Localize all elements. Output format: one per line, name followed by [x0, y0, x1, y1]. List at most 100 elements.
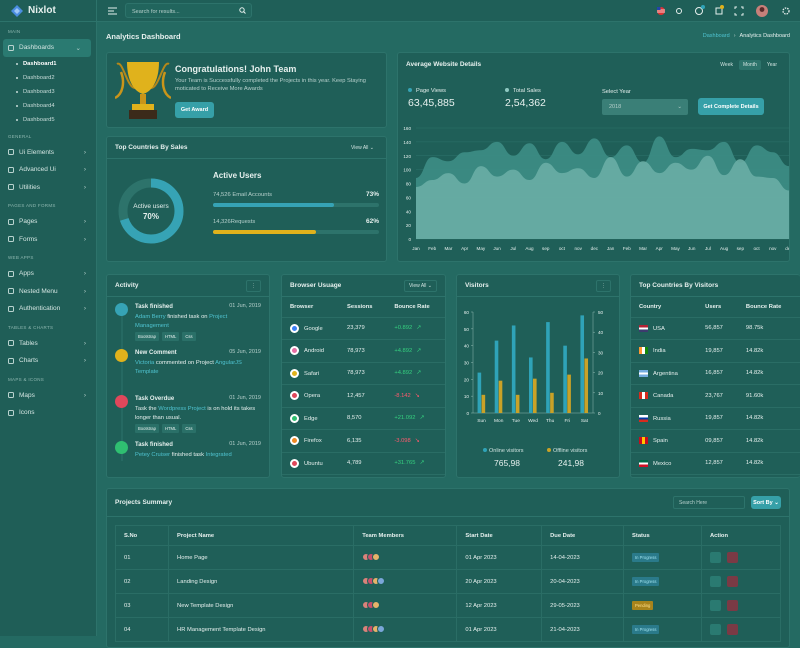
nav-item[interactable]: Advanced Ui › [0, 161, 96, 179]
activity-link[interactable]: AngularJS Template [135, 360, 242, 375]
activity-link[interactable]: Adam Berry [135, 314, 166, 320]
nav-subitem[interactable]: Dashboard5 [0, 113, 96, 127]
delete-button[interactable] [726, 576, 738, 587]
progress-item: 74,526 Email Accounts 73% [213, 191, 379, 218]
delete-button[interactable] [726, 552, 738, 563]
nav-item[interactable]: Dashboards ⌄ [3, 39, 91, 57]
nav-subitem[interactable]: Dashboard3 [0, 85, 96, 99]
nav-item[interactable]: Ui Elements › [0, 144, 96, 162]
nav-item[interactable]: Pages › [0, 213, 96, 231]
activity-link[interactable]: Petey Cruiser [135, 452, 171, 458]
more[interactable]: ⋮ [596, 279, 611, 292]
x-tick-label: Sat [581, 418, 589, 424]
area-series [416, 155, 789, 239]
project-search[interactable]: Search Here [673, 496, 745, 509]
start-date: 20 Apr 2023 [456, 569, 543, 594]
award-button[interactable]: Get Award [175, 102, 214, 118]
nav-item[interactable]: Tables › [0, 335, 96, 353]
breadcrumb-link[interactable]: Dashboard [702, 33, 730, 39]
nav-item[interactable]: Nested Menu › [0, 283, 96, 301]
tag: Bootstrap [135, 424, 159, 434]
nav-label: Icons [19, 409, 35, 417]
filter[interactable]: View All ⌄ [403, 279, 437, 292]
flag [639, 369, 648, 377]
year-select[interactable]: 2018 ⌄ [602, 99, 688, 115]
edit-button[interactable] [709, 552, 721, 563]
flag [639, 414, 648, 422]
project-row: 01 Home Page 01 Apr 2023 14-04-2023 In Progr… [115, 545, 782, 570]
x-tick-label: Aug [525, 246, 534, 251]
x-tick-label: dec [785, 246, 790, 251]
country-name: Russia [653, 415, 671, 422]
x-tick-label: Jul [705, 246, 711, 251]
nav-item[interactable]: Charts › [0, 352, 96, 370]
y-tick-label: 20 [406, 223, 412, 228]
progress-label: 14,326Requests [213, 219, 256, 225]
activity-link[interactable]: Integrated [205, 452, 232, 458]
nav-item[interactable]: Utilities › [0, 179, 96, 197]
edit-button[interactable] [709, 576, 721, 587]
tab[interactable]: Year [766, 61, 777, 68]
bounce-cell: -8.142 ↘ [386, 384, 445, 408]
actions [701, 593, 782, 618]
edit-button[interactable] [709, 624, 721, 635]
bounce-rate: -3.098 [394, 437, 411, 444]
country-cell: Mexico [631, 452, 698, 475]
stat-value: 2,54,362 [505, 97, 546, 109]
nav-item[interactable]: Authentication › [0, 300, 96, 318]
card-title: Visitors [465, 282, 489, 289]
tab[interactable]: Month [738, 59, 761, 70]
activity-link[interactable]: Victoria [135, 360, 155, 366]
country-row: Canada 23,767 91.60k [631, 384, 800, 408]
bounce-cell: +31.765 ↗ [386, 452, 445, 475]
brand-name: Nixlot [28, 5, 56, 16]
nav-icon [8, 288, 14, 295]
y-tick-label: 20 [464, 377, 470, 382]
activity-card: Activity ⋮ Task finished 01 Jun, 2019 Adam … [106, 274, 270, 478]
progress-track [213, 203, 379, 207]
nav-subitem[interactable]: Dashboard1 [0, 57, 96, 71]
tag: Css [182, 424, 196, 434]
status: In Progress [623, 617, 702, 642]
more[interactable]: ⋮ [246, 279, 261, 292]
nav-subitem[interactable]: Dashboard2 [0, 71, 96, 85]
card-title: Top Countries By Visitors [639, 282, 719, 289]
progress-list: 74,526 Email Accounts 73% 14,326Requests 62… [213, 191, 379, 245]
column-header: Country [631, 297, 698, 318]
column-header: Users [697, 297, 738, 318]
legend-dot [483, 448, 487, 452]
edit-button[interactable] [709, 600, 721, 611]
country-row: Spain 09,857 14.82k [631, 429, 800, 453]
tab[interactable]: Week [720, 61, 733, 68]
filter[interactable]: View All ⌄ [350, 144, 374, 151]
donut-arc [118, 178, 184, 244]
menu-toggle[interactable] [108, 7, 117, 15]
browser-icon [290, 323, 299, 333]
card-header: Activity ⋮ [107, 275, 269, 297]
avatar [372, 600, 381, 609]
browser-cell: Edge [282, 407, 340, 430]
activity-link[interactable]: Project Management [135, 314, 228, 329]
x-tick-label: Wed [528, 418, 538, 424]
nav-item[interactable]: Forms › [0, 231, 96, 249]
activity-icon [115, 349, 128, 362]
nav-item[interactable]: Maps › [0, 387, 96, 405]
details-button[interactable]: Get Complete Details [698, 98, 764, 115]
brand[interactable]: Nixlot [0, 0, 96, 22]
delete-button[interactable] [726, 600, 738, 611]
users: 16,857 [697, 362, 738, 385]
header-row: S.No Project Name Team Members Start Date Du… [115, 525, 782, 546]
nav-subitem[interactable]: Dashboard4 [0, 99, 96, 113]
chevron: › [83, 235, 86, 243]
search[interactable]: Search for results... [125, 3, 252, 18]
browser-row: Safari 78,973 +4.892 ↗ [282, 362, 445, 385]
activity-link[interactable]: Wordpress Project [158, 406, 206, 412]
nav-item[interactable]: Icons [0, 404, 96, 422]
delete-button[interactable] [726, 624, 738, 635]
legend-label: Offline visitors [553, 448, 588, 454]
header-icons[interactable] [652, 4, 800, 18]
nav-item[interactable]: Apps › [0, 265, 96, 283]
y-tick-label: 140 [403, 140, 411, 145]
sort-button[interactable]: Sort By ⌄ [751, 496, 781, 509]
